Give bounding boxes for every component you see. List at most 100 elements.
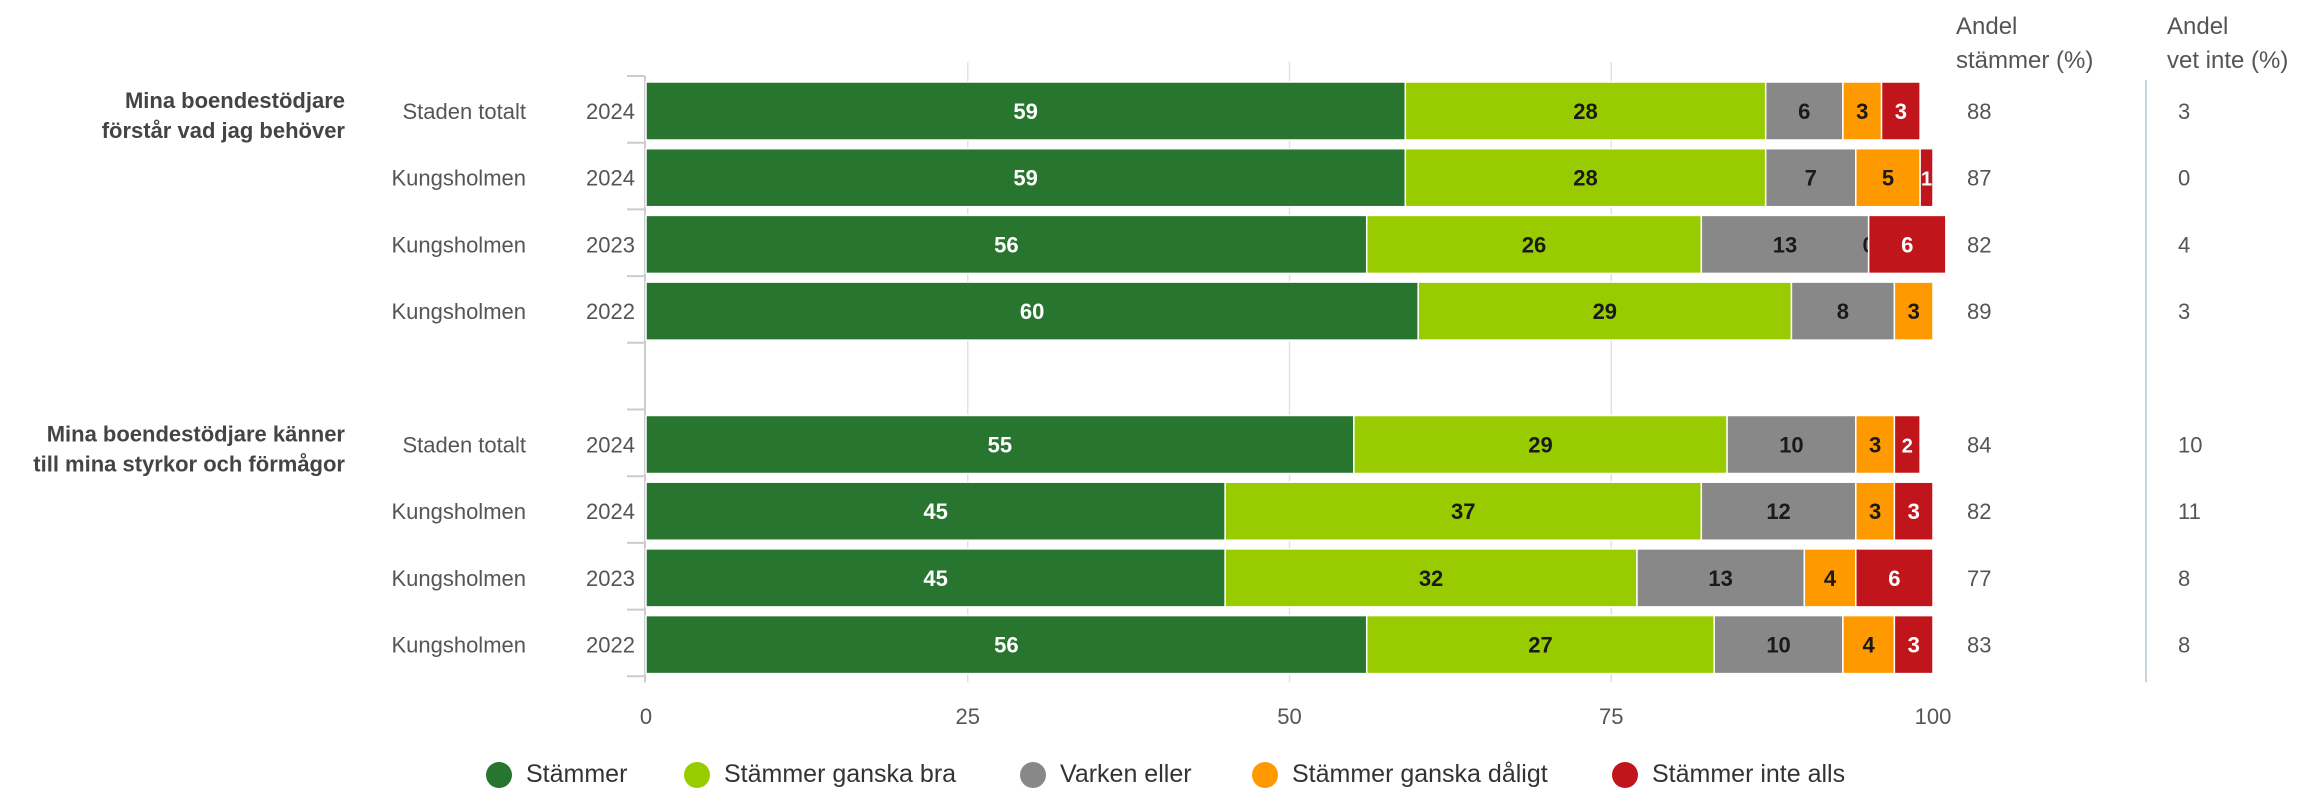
column-header-line2: stämmer (%) xyxy=(1956,47,2093,74)
column-header-line1: Andel xyxy=(2167,13,2228,40)
data-label: 13 xyxy=(1773,232,1797,257)
bar-segment[interactable] xyxy=(1224,548,1638,608)
bar-segment[interactable] xyxy=(1893,281,1934,341)
bar-segment[interactable] xyxy=(1700,481,1857,541)
x-tick-label: 0 xyxy=(640,704,652,729)
data-label: 12 xyxy=(1766,499,1790,524)
legend: Stämmer Stämmer ganska bra Varken eller … xyxy=(0,760,2304,798)
question-label-line2: till mina styrkor och förmågor xyxy=(33,452,345,477)
data-label: 7 xyxy=(1805,166,1817,191)
data-label: 4 xyxy=(1863,633,1876,658)
column-header-line1: Andel xyxy=(1956,13,2017,40)
bar-segment[interactable] xyxy=(1700,214,1870,275)
bar-segment[interactable] xyxy=(645,614,1368,675)
legend-swatch xyxy=(1252,761,1278,788)
data-label: 10 xyxy=(1766,633,1790,658)
legend-label: Stämmer ganska dåligt xyxy=(1292,760,1548,788)
question-label-line2: förstår vad jag behöver xyxy=(102,118,346,143)
andel-vet-inte-value: 8 xyxy=(2178,633,2190,658)
bar-segment[interactable] xyxy=(1855,147,1921,208)
bar-segment[interactable] xyxy=(645,548,1226,608)
data-label: 56 xyxy=(994,232,1018,257)
row-unit-label: Kungsholmen xyxy=(391,299,526,324)
bar-segment[interactable] xyxy=(1404,147,1767,208)
bar-segment[interactable] xyxy=(1764,147,1857,208)
x-tick-label: 75 xyxy=(1599,704,1623,729)
row-year-label: 2023 xyxy=(586,566,635,591)
bar-segment[interactable] xyxy=(1365,614,1715,675)
bar-segment[interactable] xyxy=(1893,614,1934,675)
data-label: 37 xyxy=(1451,499,1475,524)
bar-segment[interactable] xyxy=(1893,481,1934,541)
chart-svg: 0 2 5 5 0 75 100 Andel stämmer (%) Andel vet inte … xyxy=(33,13,2288,729)
andel-vet-inte-value: 11 xyxy=(2178,499,2201,524)
legend-swatch xyxy=(486,761,512,788)
data-label: 26 xyxy=(1522,232,1546,257)
legend-swatch xyxy=(1020,761,1046,788)
row-unit-label: Kungsholmen xyxy=(391,499,526,524)
bar-segment[interactable] xyxy=(1842,81,1883,141)
bar-segment[interactable] xyxy=(645,414,1355,475)
bar-segment[interactable] xyxy=(1919,147,1934,208)
bar-segment[interactable] xyxy=(1880,81,1921,141)
andel-vet-inte-value: 3 xyxy=(2178,99,2190,124)
column-header-line2: vet inte (%) xyxy=(2167,47,2288,74)
row-unit-label: Kungsholmen xyxy=(391,166,526,191)
x-tick-label: 25 xyxy=(956,704,980,729)
row-unit-label: Kungsholmen xyxy=(391,232,526,257)
data-label: 1 xyxy=(1921,169,1932,191)
x-tick-label: 100 xyxy=(1915,704,1952,729)
data-label: 32 xyxy=(1419,566,1443,591)
andel-vet-inte-value: 3 xyxy=(2178,299,2190,324)
bar-segment[interactable] xyxy=(1636,548,1806,608)
legend-label: Stämmer inte alls xyxy=(1652,760,1846,788)
bar-segment[interactable] xyxy=(645,281,1419,341)
row-year-label: 2024 xyxy=(586,166,635,191)
andel-stammer-value: 82 xyxy=(1967,499,1991,524)
legend-item-stammer-inte-alls[interactable]: Stämmer inte alls xyxy=(1612,760,1845,789)
data-label: 4 xyxy=(1824,566,1837,591)
bar-segment[interactable] xyxy=(1417,281,1793,341)
data-label: 59 xyxy=(1013,166,1037,191)
row-year-label: 2023 xyxy=(586,232,635,257)
data-label: 56 xyxy=(994,633,1018,658)
data-label: 2 xyxy=(1902,436,1913,458)
bar-segment[interactable] xyxy=(1353,414,1728,475)
row-year-label: 2024 xyxy=(586,499,635,524)
row-unit-label: Staden totalt xyxy=(402,433,526,458)
bar-segment[interactable] xyxy=(1764,81,1844,141)
bar-segment[interactable] xyxy=(1893,414,1921,475)
data-label: 10 xyxy=(1779,433,1803,458)
bar-segment[interactable] xyxy=(645,214,1368,275)
bar-segment[interactable] xyxy=(1790,281,1896,341)
andel-vet-inte-value: 10 xyxy=(2178,433,2202,458)
bar-segment[interactable] xyxy=(645,481,1226,541)
row-unit-label: Staden totalt xyxy=(402,99,526,124)
bar-segment[interactable] xyxy=(1224,481,1703,541)
bar-segment[interactable] xyxy=(1855,548,1934,608)
data-label: 59 xyxy=(1013,99,1037,124)
bar-segment[interactable] xyxy=(1713,614,1844,675)
bar-segment[interactable] xyxy=(1867,214,1947,275)
data-label: 27 xyxy=(1528,633,1552,658)
data-label: 55 xyxy=(988,433,1012,458)
data-label: 8 xyxy=(1837,299,1849,324)
legend-item-stammer[interactable]: Stämmer xyxy=(486,760,627,789)
andel-vet-inte-value: 4 xyxy=(2178,232,2190,257)
bar-segment[interactable] xyxy=(645,81,1407,141)
bar-segment[interactable] xyxy=(645,147,1407,208)
data-label: 6 xyxy=(1901,232,1913,257)
legend-item-varken-eller[interactable]: Varken eller xyxy=(1020,760,1192,789)
andel-vet-inte-value: 8 xyxy=(2178,566,2190,591)
bar-segment[interactable] xyxy=(1842,614,1896,675)
data-label: 6 xyxy=(1798,99,1810,124)
row-year-label: 2024 xyxy=(586,433,635,458)
bar-segment[interactable] xyxy=(1726,414,1857,475)
data-label: 3 xyxy=(1908,299,1920,324)
legend-label: Stämmer xyxy=(526,760,628,788)
legend-item-stammer-ganska-daligt[interactable]: Stämmer ganska dåligt xyxy=(1252,760,1548,789)
bar-segment[interactable] xyxy=(1855,414,1896,475)
andel-stammer-value: 88 xyxy=(1967,99,1991,124)
legend-item-stammer-ganska-bra[interactable]: Stämmer ganska bra xyxy=(684,760,956,789)
andel-vet-inte-value: 0 xyxy=(2178,166,2190,191)
